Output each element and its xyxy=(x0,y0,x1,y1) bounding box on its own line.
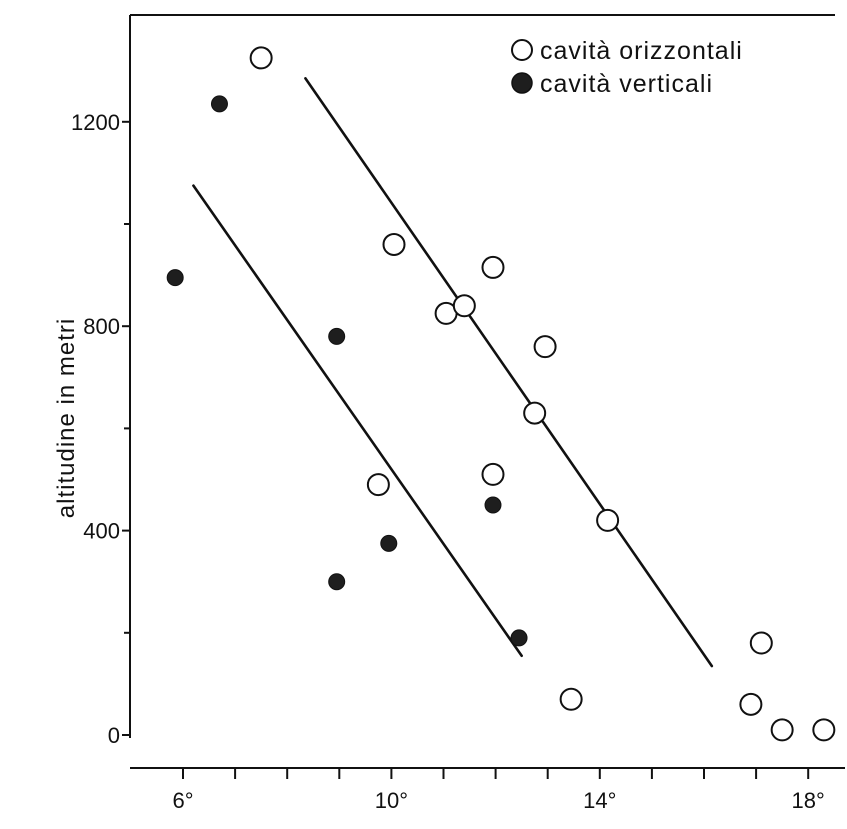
filled-circle-point xyxy=(210,95,228,113)
y-tick-label: 800 xyxy=(83,314,120,339)
y-tick-label: 400 xyxy=(83,519,120,544)
trend-line xyxy=(304,77,714,668)
y-tick-label: 1200 xyxy=(71,110,120,135)
open-circle-point xyxy=(452,294,476,318)
open-circle-point xyxy=(533,335,557,359)
x-tick-label: 14° xyxy=(583,788,616,813)
open-circle-point xyxy=(382,232,406,256)
open-circle-point xyxy=(749,631,773,655)
axes xyxy=(129,14,845,769)
y-axis-title: altitudine in metri xyxy=(53,318,80,518)
legend-open-circle-icon xyxy=(511,39,533,61)
legend-filled-circle-icon xyxy=(511,72,533,94)
open-circle-point xyxy=(559,687,583,711)
x-tick-label: 18° xyxy=(792,788,825,813)
open-circle-point xyxy=(739,692,763,716)
filled-circle-point xyxy=(166,269,184,287)
filled-circle-point xyxy=(484,496,502,514)
filled-circle-point xyxy=(380,534,398,552)
open-circle-point xyxy=(481,462,505,486)
filled-circle-point xyxy=(328,573,346,591)
open-circle-point xyxy=(812,718,836,742)
open-circle-point xyxy=(596,508,620,532)
filled-circle-point xyxy=(510,629,528,647)
x-tick-label: 10° xyxy=(375,788,408,813)
open-circle-point xyxy=(366,473,390,497)
trend-line xyxy=(192,184,523,658)
legend: cavità orizzontali cavità verticali xyxy=(511,37,743,98)
ticks: 0 400 800 1200 6° 10° 14° 18° xyxy=(71,110,825,813)
legend-label-vertical: cavità verticali xyxy=(540,70,713,98)
open-circle-point xyxy=(523,401,547,425)
open-circle-point xyxy=(481,255,505,279)
open-circle-point xyxy=(770,718,794,742)
data-points xyxy=(166,46,836,742)
trend-lines xyxy=(192,77,714,668)
x-tick-label: 6° xyxy=(172,788,193,813)
open-circle-point xyxy=(249,46,273,70)
legend-label-horizontal: cavità orizzontali xyxy=(540,37,743,65)
filled-circle-point xyxy=(328,327,346,345)
y-tick-label: 0 xyxy=(108,723,120,748)
